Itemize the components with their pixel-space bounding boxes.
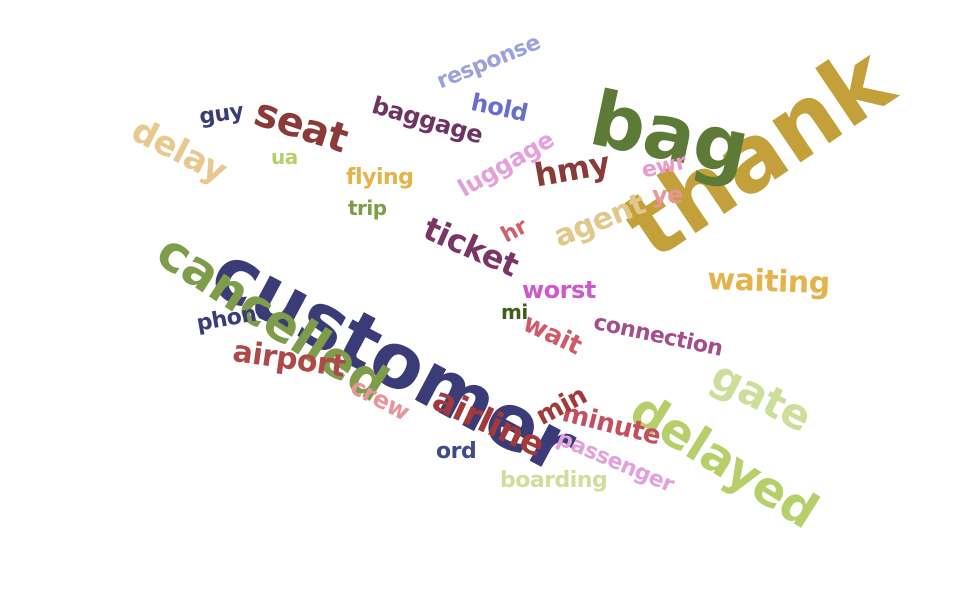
- word-flying: flying: [346, 165, 414, 190]
- word-boarding: boarding: [500, 468, 608, 493]
- word-response: response: [433, 30, 545, 95]
- word-ye: ye: [652, 181, 683, 209]
- word-waiting: waiting: [706, 262, 831, 302]
- word-connection: connection: [591, 310, 725, 362]
- word-seat: seat: [248, 89, 354, 163]
- word-wait: wait: [518, 308, 587, 362]
- word-worst: worst: [522, 276, 596, 304]
- word-agent: agent: [548, 186, 651, 255]
- word-ua: ua: [271, 145, 298, 169]
- word-baggage: baggage: [368, 91, 487, 150]
- word-ord: ord: [436, 439, 477, 464]
- word-trip: trip: [348, 196, 387, 220]
- word-guy: guy: [197, 98, 246, 130]
- word-mi: mi: [501, 300, 528, 324]
